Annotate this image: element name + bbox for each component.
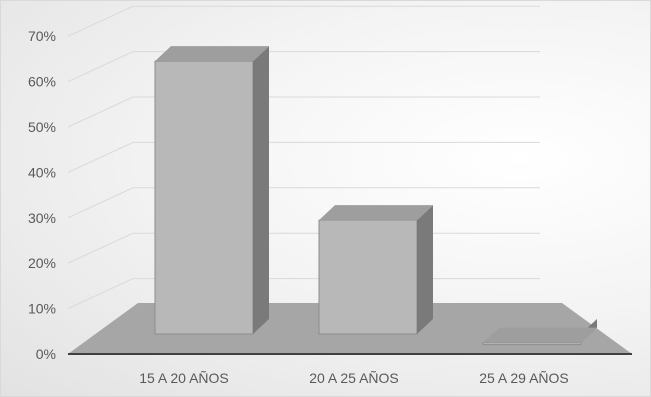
y-tick-label: 0%: [36, 346, 56, 362]
x-tick-label: 20 A 25 AÑOS: [309, 370, 399, 386]
gridline-diagonal: [67, 187, 134, 219]
y-tick-label: 70%: [28, 28, 56, 44]
y-tick-label: 10%: [28, 301, 56, 317]
bar-side: [253, 46, 269, 335]
gridline-diagonal: [67, 141, 134, 173]
gridlines: [67, 5, 540, 310]
gridline-diagonal: [67, 232, 134, 264]
bar-front: [318, 219, 418, 335]
bar-front: [482, 342, 582, 346]
tick-labels: 0% 10% 20% 30% 40% 50% 60% 70% 15 A 20 AÑOS 20 A …: [28, 28, 569, 386]
bar-top: [483, 327, 597, 343]
gridline-diagonal: [67, 5, 134, 37]
bar-top: [155, 46, 269, 62]
y-tick-label: 60%: [28, 74, 56, 90]
x-tick-label: 15 A 20 AÑOS: [139, 370, 229, 386]
gridline-diagonal: [67, 278, 134, 310]
gridline-diagonal: [67, 96, 134, 128]
bar-top: [319, 205, 433, 221]
bars: [154, 46, 597, 346]
y-tick-label: 50%: [28, 119, 56, 135]
gridline-diagonal: [67, 51, 134, 83]
y-tick-label: 40%: [28, 164, 56, 180]
y-tick-label: 30%: [28, 210, 56, 226]
y-tick-label: 20%: [28, 255, 56, 271]
bar-front: [154, 60, 254, 335]
x-tick-label: 25 A 29 AÑOS: [479, 370, 569, 386]
bar-side: [417, 205, 433, 334]
